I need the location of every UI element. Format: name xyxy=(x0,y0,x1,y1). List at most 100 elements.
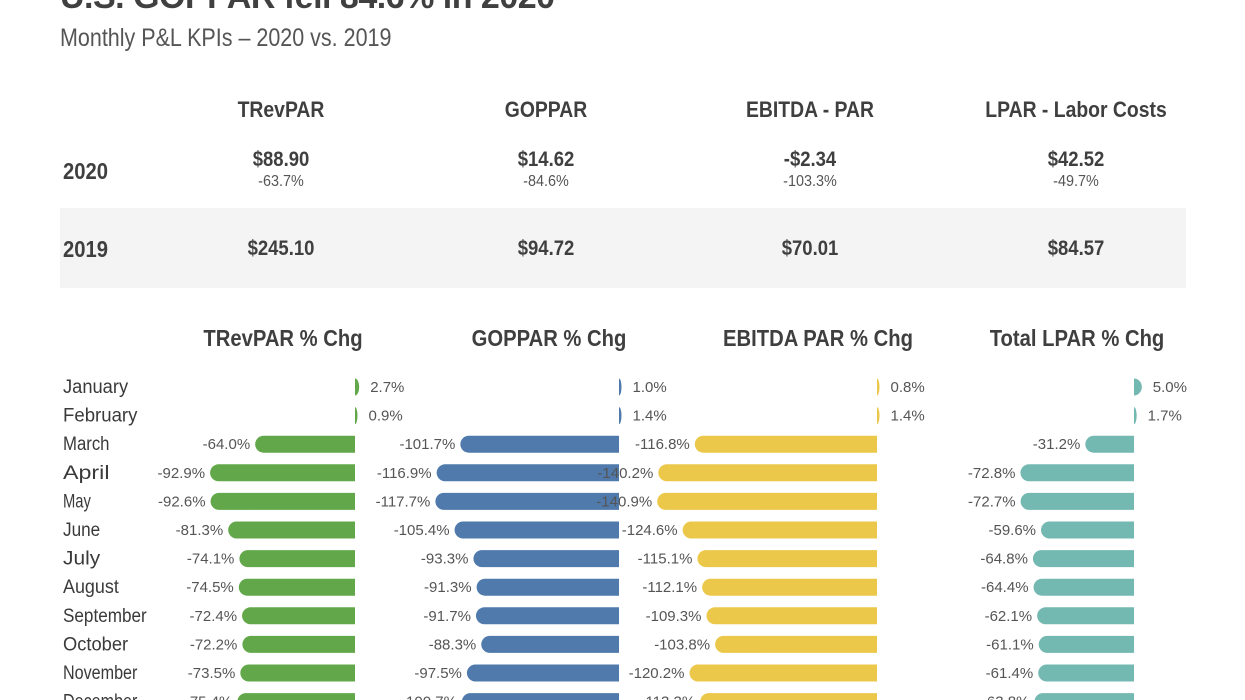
kpi-value: $14.62 xyxy=(517,148,575,171)
bar-1-4 xyxy=(435,492,619,510)
data-label-0-10: -73.5% xyxy=(188,665,236,682)
bar-3-0 xyxy=(1134,378,1142,396)
bar-1-11 xyxy=(462,693,619,700)
bar-2-10 xyxy=(689,664,877,682)
bar-1-10 xyxy=(466,664,619,682)
kpi-header-trevpar: TRevPAR xyxy=(237,97,325,122)
kpi-row-2019: 2019 $245.10 $94.72 $70.01 $84.57 xyxy=(60,208,1186,288)
bar-3-1 xyxy=(1134,407,1137,425)
kpi-value: $70.01 xyxy=(781,237,839,260)
bar-1-9 xyxy=(481,635,619,653)
data-label-0-6: -74.1% xyxy=(187,551,235,568)
data-label-1-0: 1.0% xyxy=(633,379,667,396)
data-label-2-3: -140.2% xyxy=(597,465,653,482)
data-label-2-6: -115.1% xyxy=(638,551,693,568)
data-label-2-0: 0.8% xyxy=(891,379,925,396)
bar-0-3 xyxy=(210,464,355,482)
bar-2-1 xyxy=(876,407,880,425)
data-label-0-11: -75.4% xyxy=(185,694,233,700)
month-label-may: May xyxy=(63,491,91,512)
kpi-cell-goppar-2020: $14.62 -84.6% xyxy=(416,148,676,191)
data-label-1-4: -117.7% xyxy=(376,493,431,510)
data-label-1-7: -91.3% xyxy=(424,579,472,596)
data-label-1-3: -116.9% xyxy=(377,465,432,482)
data-label-3-4: -72.7% xyxy=(968,493,1016,510)
data-label-3-0: 5.0% xyxy=(1153,379,1187,396)
bar-3-9 xyxy=(1038,635,1134,653)
data-label-2-5: -124.6% xyxy=(622,522,678,539)
bar-2-11 xyxy=(700,693,877,700)
bar-0-5 xyxy=(228,521,355,539)
kpi-table-header: TRevPAR GOPPAR EBITDA - PAR LPAR - Labor… xyxy=(60,80,1186,142)
monthly-change-charts: January February March April May June July Augu… xyxy=(63,325,1187,700)
kpi-value: $84.57 xyxy=(1047,237,1105,260)
month-label-january: January xyxy=(63,377,129,398)
bar-2-4 xyxy=(657,492,877,510)
kpi-cell-lpar-2019: $84.57 xyxy=(946,237,1206,261)
bar-2-7 xyxy=(702,578,877,596)
bar-1-2 xyxy=(460,435,619,453)
bar-2-9 xyxy=(715,635,877,653)
month-label-july: July xyxy=(63,549,101,570)
bar-1-6 xyxy=(473,550,619,568)
data-label-1-9: -88.3% xyxy=(429,636,477,653)
month-label-june: June xyxy=(63,520,100,541)
kpi-cell-ebitda-par-2020: -$2.34 -103.3% xyxy=(680,148,940,191)
chart-title-0: TRevPAR % Chg xyxy=(203,325,362,352)
bar-0-11 xyxy=(237,693,355,700)
month-label-september: September xyxy=(63,606,147,627)
data-label-0-2: -64.0% xyxy=(203,436,251,453)
bar-0-6 xyxy=(239,550,355,568)
month-label-december: December xyxy=(63,692,138,700)
data-label-0-0: 2.7% xyxy=(370,379,404,396)
page-subtitle: Monthly P&L KPIs – 2020 vs. 2019 xyxy=(60,24,392,52)
bar-2-5 xyxy=(682,521,877,539)
data-label-3-3: -72.8% xyxy=(968,465,1016,482)
data-label-1-6: -93.3% xyxy=(421,551,469,568)
bar-3-4 xyxy=(1020,492,1134,510)
bar-2-0 xyxy=(877,378,880,396)
bar-3-2 xyxy=(1085,435,1134,453)
kpi-change: -49.7% xyxy=(1053,173,1099,190)
data-label-0-8: -72.4% xyxy=(190,608,238,625)
bar-1-1 xyxy=(619,407,622,425)
data-label-2-1: 1.4% xyxy=(891,408,925,425)
kpi-change: -103.3% xyxy=(783,173,837,190)
bar-2-8 xyxy=(706,607,877,625)
bar-3-11 xyxy=(1034,693,1134,700)
data-label-0-1: 0.9% xyxy=(369,408,403,425)
data-label-1-1: 1.4% xyxy=(633,408,667,425)
kpi-cell-lpar-2020: $42.52 -49.7% xyxy=(946,148,1206,191)
month-label-august: August xyxy=(63,577,119,598)
month-label-november: November xyxy=(63,663,138,684)
data-label-2-9: -103.8% xyxy=(654,636,710,653)
bar-3-10 xyxy=(1038,664,1134,682)
data-label-3-11: -63.8% xyxy=(982,694,1030,700)
bar-2-2 xyxy=(694,435,877,453)
bar-1-7 xyxy=(476,578,619,596)
bar-1-5 xyxy=(454,521,619,539)
data-label-2-11: -113.3% xyxy=(640,694,695,700)
data-label-1-8: -91.7% xyxy=(423,608,471,625)
data-label-3-5: -59.6% xyxy=(988,522,1036,539)
bar-0-1 xyxy=(355,407,358,425)
bar-0-7 xyxy=(238,578,355,596)
data-label-3-1: 1.7% xyxy=(1148,408,1182,425)
data-label-3-6: -64.8% xyxy=(980,551,1028,568)
data-label-3-2: -31.2% xyxy=(1033,436,1081,453)
data-label-0-7: -74.5% xyxy=(186,579,234,596)
bar-3-6 xyxy=(1032,550,1134,568)
month-label-february: February xyxy=(63,406,138,427)
bar-0-8 xyxy=(242,607,355,625)
bar-3-3 xyxy=(1020,464,1134,482)
data-label-3-9: -61.1% xyxy=(986,636,1034,653)
page-title: U.S. GOPPAR fell 84.6% in 2020 xyxy=(60,0,555,17)
bar-0-10 xyxy=(240,664,355,682)
kpi-row-year: 2019 xyxy=(63,236,109,262)
bar-1-3 xyxy=(436,464,619,482)
month-label-april: April xyxy=(63,463,110,484)
data-label-0-5: -81.3% xyxy=(176,522,224,539)
data-label-3-8: -62.1% xyxy=(985,608,1033,625)
data-label-1-11: -100.7% xyxy=(401,694,457,700)
bar-3-8 xyxy=(1037,607,1134,625)
